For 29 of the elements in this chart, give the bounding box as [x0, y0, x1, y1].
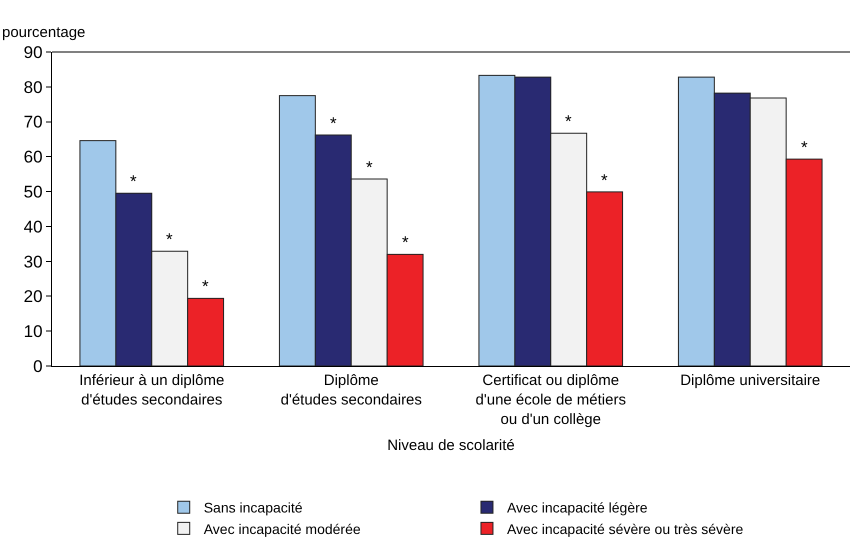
y-tick-label: 60 [24, 148, 43, 167]
y-tick-label: 30 [24, 252, 43, 272]
x-tick-label: Diplôme universitaire [680, 372, 820, 389]
annotation: * [130, 172, 137, 191]
y-tick-label: 90 [24, 42, 43, 62]
annotation: * [801, 138, 808, 157]
y-tick-label: 0 [33, 356, 43, 376]
annotation: * [601, 171, 608, 190]
x-tick-label: Diplôme d'études secondaires [280, 372, 422, 408]
y-tick-label: 80 [24, 78, 43, 97]
y-axis-title: pourcentage [2, 24, 86, 41]
annotation: * [565, 112, 572, 131]
annotation: * [366, 158, 373, 177]
y-tick-label: 50 [24, 182, 43, 202]
legend-label: Avec incapacité modérée [204, 520, 361, 537]
annotation: * [402, 233, 409, 252]
y-tick-label: 70 [24, 112, 43, 132]
legend-label: Avec incapacité sévère ou très sévère [506, 520, 744, 537]
annotation: * [202, 277, 209, 296]
y-tick-label: 20 [24, 287, 43, 306]
x-axis-title: Niveau de scolarité [387, 437, 515, 454]
y-tick-label: 40 [24, 217, 43, 236]
x-tick-label: Certificat ou diplôme d'une école de métiers ou d'un collège [476, 372, 626, 428]
annotation: * [330, 114, 337, 133]
y-tick-label: 10 [24, 322, 43, 342]
x-tick-label: Inférieur à un diplôme d'études secondaires [79, 372, 224, 408]
annotation: * [166, 230, 173, 249]
legend-label: Avec incapacité légère [506, 500, 648, 516]
legend-label: Sans incapacité [204, 500, 303, 516]
